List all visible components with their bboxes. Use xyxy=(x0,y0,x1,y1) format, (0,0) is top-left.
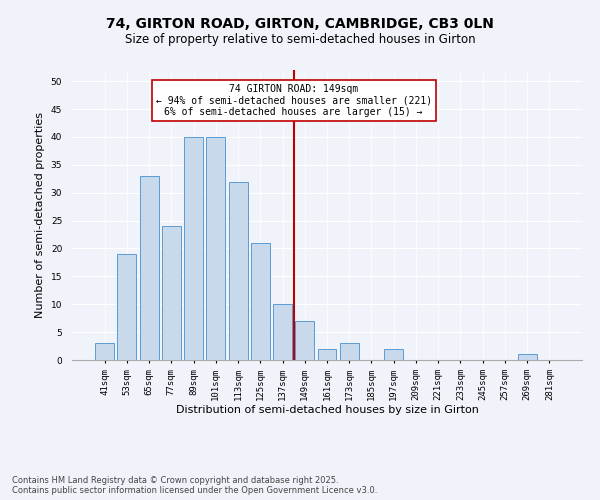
Text: 74 GIRTON ROAD: 149sqm
← 94% of semi-detached houses are smaller (221)
6% of sem: 74 GIRTON ROAD: 149sqm ← 94% of semi-det… xyxy=(155,84,432,117)
Bar xyxy=(162,226,181,360)
Bar xyxy=(140,176,158,360)
Bar xyxy=(518,354,536,360)
Text: Contains HM Land Registry data © Crown copyright and database right 2025.
Contai: Contains HM Land Registry data © Crown c… xyxy=(12,476,377,495)
Bar xyxy=(273,304,292,360)
Y-axis label: Number of semi-detached properties: Number of semi-detached properties xyxy=(35,112,45,318)
Bar xyxy=(295,321,314,360)
Text: Size of property relative to semi-detached houses in Girton: Size of property relative to semi-detach… xyxy=(125,32,475,46)
Bar xyxy=(118,254,136,360)
Bar xyxy=(340,344,359,360)
X-axis label: Distribution of semi-detached houses by size in Girton: Distribution of semi-detached houses by … xyxy=(176,406,478,415)
Bar xyxy=(384,349,403,360)
Bar xyxy=(184,137,203,360)
Bar xyxy=(229,182,248,360)
Bar xyxy=(251,243,270,360)
Bar xyxy=(206,137,225,360)
Bar xyxy=(317,349,337,360)
Bar xyxy=(95,344,114,360)
Text: 74, GIRTON ROAD, GIRTON, CAMBRIDGE, CB3 0LN: 74, GIRTON ROAD, GIRTON, CAMBRIDGE, CB3 … xyxy=(106,18,494,32)
